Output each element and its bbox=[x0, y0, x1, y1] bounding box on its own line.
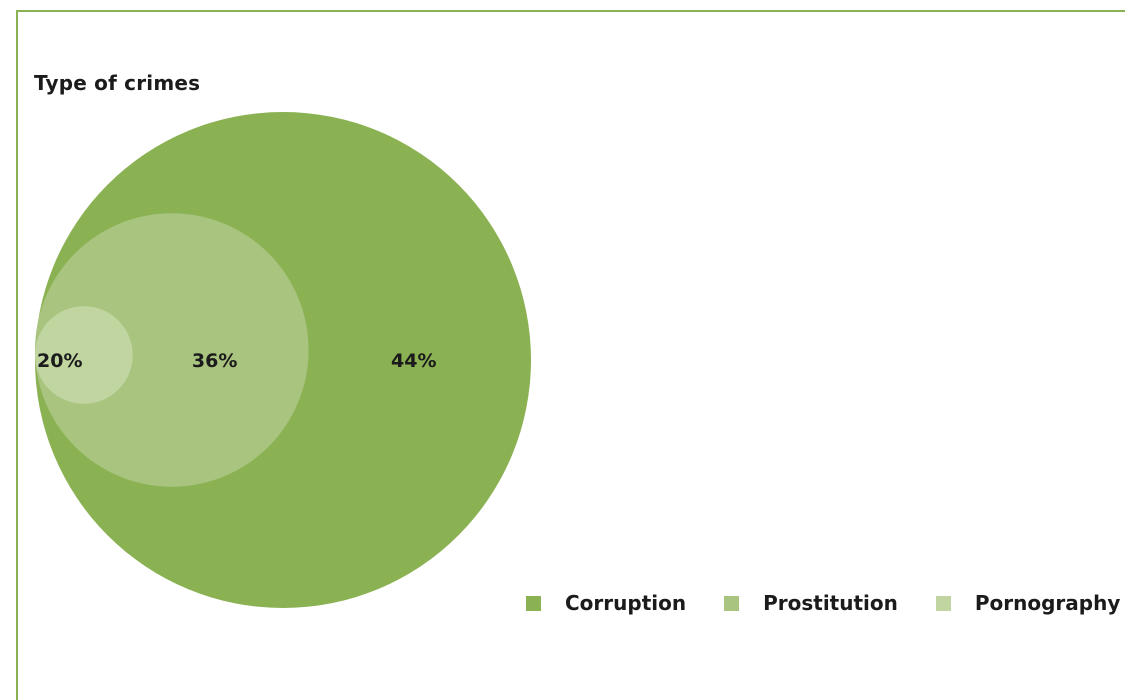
legend-label-prostitution: Prostitution bbox=[763, 591, 898, 615]
legend-swatch-pornography bbox=[935, 595, 951, 611]
bubble-pornography bbox=[35, 306, 133, 404]
legend-label-corruption: Corruption bbox=[565, 591, 687, 615]
data-label-pornography: 20% bbox=[37, 350, 82, 372]
chart-frame bbox=[16, 10, 1125, 700]
bubble-prostitution bbox=[35, 213, 309, 487]
legend-item-corruption: Corruption bbox=[526, 591, 686, 615]
chart-title: Type of crimes bbox=[34, 71, 201, 95]
legend-swatch-corruption bbox=[526, 595, 541, 611]
legend-item-pornography: Pornography bbox=[935, 591, 1121, 615]
legend-swatch-prostitution bbox=[724, 595, 740, 611]
legend-label-pornography: Pornography bbox=[974, 591, 1121, 615]
legend-item-prostitution: Prostitution bbox=[724, 591, 898, 615]
legend: Corruption Prostitution Pornography bbox=[526, 589, 1120, 617]
data-label-prostitution: 36% bbox=[192, 350, 237, 372]
data-label-corruption: 44% bbox=[391, 350, 436, 372]
